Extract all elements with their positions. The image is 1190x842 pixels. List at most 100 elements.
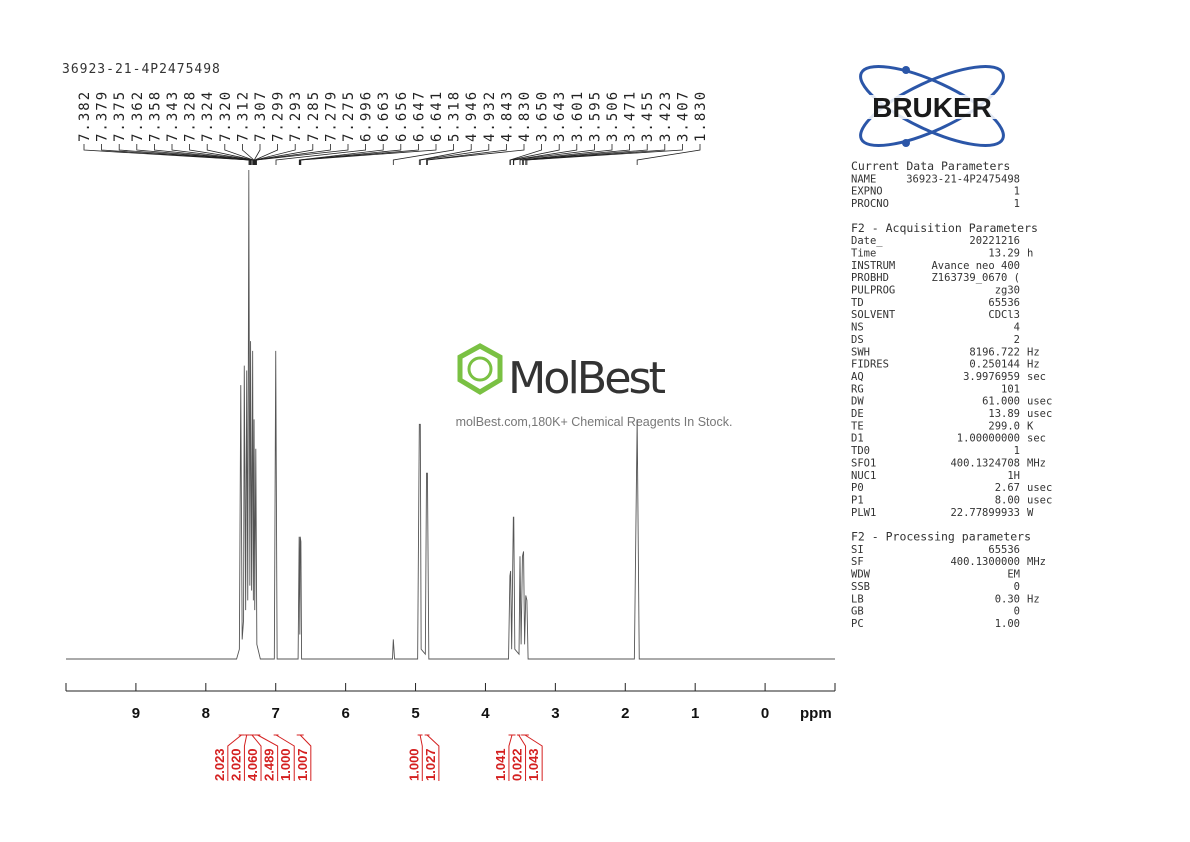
peak-label: 7.382 xyxy=(77,90,93,142)
integral-bracket xyxy=(254,734,279,781)
x-tick-label: 4 xyxy=(481,705,490,722)
integral-label: 1.007 xyxy=(295,748,310,781)
logo-dot xyxy=(902,66,910,74)
peak-label: 6.656 xyxy=(394,90,410,142)
x-tick-label: 8 xyxy=(202,705,210,722)
parameter-value: 400.1324708 xyxy=(950,457,1020,469)
parameter-section-title: F2 - Processing parameters xyxy=(851,530,1031,544)
parameter-value: 101 xyxy=(1001,383,1020,395)
parameter-key: PROBHD xyxy=(851,272,889,284)
parameter-key: EXPNO xyxy=(851,186,883,198)
peak-leader xyxy=(509,144,542,165)
peak-leader xyxy=(525,144,666,165)
peak-leader xyxy=(510,144,560,165)
parameter-unit: MHz xyxy=(1027,556,1046,568)
watermark-brand: MolBest xyxy=(508,353,666,404)
peak-leader xyxy=(512,144,578,165)
parameter-unit: sec xyxy=(1027,371,1046,383)
peak-label: 3.455 xyxy=(640,90,656,142)
parameter-unit: sec xyxy=(1027,433,1046,445)
parameter-value: Avance neo 400 xyxy=(931,260,1020,272)
parameter-key: PC xyxy=(851,618,864,630)
parameter-unit: W xyxy=(1027,507,1034,519)
integrals: 2.023 2.020 4.060 2.489 1.000 1.007 1.000 1.027… xyxy=(212,734,543,781)
parameter-unit: usec xyxy=(1027,482,1052,494)
peak-label: 4.946 xyxy=(464,90,480,142)
peak-leader xyxy=(224,144,254,165)
peak-label: 7.299 xyxy=(271,90,287,142)
parameter-key: FIDRES xyxy=(851,359,889,371)
parameter-unit: K xyxy=(1027,420,1034,432)
integral-label: 2.489 xyxy=(262,748,277,781)
parameter-value: 400.1300000 xyxy=(950,556,1020,568)
parameter-key: TD xyxy=(851,297,864,309)
integral-bracket xyxy=(508,734,516,781)
peak-label: 7.379 xyxy=(95,90,111,142)
peak-label: 3.407 xyxy=(675,90,691,142)
x-tick-label: 2 xyxy=(621,705,629,722)
peak-leader xyxy=(300,144,437,165)
peak-label: 7.343 xyxy=(165,90,181,142)
parameter-key: WDW xyxy=(851,569,871,581)
peak-leader xyxy=(392,144,454,165)
parameter-key: INSTRUM xyxy=(851,260,895,272)
parameter-unit: MHz xyxy=(1027,457,1046,469)
parameter-value: 1.00000000 xyxy=(957,433,1020,445)
parameter-key: NS xyxy=(851,322,864,334)
parameter-value: 61.000 xyxy=(982,396,1020,408)
watermark: MolBest molBest.com,180K+ Chemical Reage… xyxy=(456,343,732,429)
x-tick-label: 6 xyxy=(341,705,349,722)
parameter-value: 2 xyxy=(1014,334,1020,346)
parameter-value: 4 xyxy=(1014,322,1020,334)
peak-label: 1.830 xyxy=(693,90,709,142)
integral-label: 1.000 xyxy=(278,748,293,781)
parameter-value: zg30 xyxy=(995,285,1020,297)
parameter-key: AQ xyxy=(851,371,864,383)
peak-label: 6.663 xyxy=(376,90,392,142)
peak-label: 7.328 xyxy=(183,90,199,142)
peak-label: 6.641 xyxy=(429,90,445,142)
parameter-value: 1 xyxy=(1014,198,1020,210)
parameter-key: SF xyxy=(851,556,864,568)
spectrum xyxy=(66,169,835,660)
parameter-key: P1 xyxy=(851,494,864,506)
integral-bracket xyxy=(227,734,245,781)
peak-label: 4.830 xyxy=(517,90,533,142)
x-tick-label: 1 xyxy=(691,705,699,722)
peak-label: 4.843 xyxy=(499,90,515,142)
parameter-value: 1.00 xyxy=(995,618,1020,630)
peak-label: 7.362 xyxy=(130,90,146,142)
integral-bracket xyxy=(417,734,423,781)
parameter-key: P0 xyxy=(851,482,864,494)
peak-leader xyxy=(256,144,349,165)
parameter-value: 8196.722 xyxy=(969,346,1020,358)
parameter-section-title: F2 - Acquisition Parameters xyxy=(851,221,1038,235)
parameter-section-title: Current Data Parameters xyxy=(851,159,1010,173)
parameter-unit: Hz xyxy=(1027,346,1040,358)
peak-leader xyxy=(300,144,419,165)
peak-leader xyxy=(522,144,630,165)
parameter-unit: usec xyxy=(1027,494,1052,506)
parameter-value: CDCl3 xyxy=(988,309,1020,321)
x-tick-label: 7 xyxy=(272,705,280,722)
parameter-unit: h xyxy=(1027,247,1033,259)
parameter-unit: Hz xyxy=(1027,359,1040,371)
parameter-value: 22.77899933 xyxy=(950,507,1020,519)
x-tick-label: 3 xyxy=(551,705,559,722)
parameter-value: Z163739_0670 ( xyxy=(931,272,1020,284)
peak-leader xyxy=(242,144,255,165)
parameter-value: 0 xyxy=(1014,606,1020,618)
watermark-icon xyxy=(467,356,493,382)
parameter-key: PLW1 xyxy=(851,507,876,519)
peak-label: 7.307 xyxy=(253,90,269,142)
parameter-unit: usec xyxy=(1027,408,1052,420)
peak-leader xyxy=(418,144,472,165)
x-tick-label: 5 xyxy=(411,705,419,722)
chart-title: 36923-21-4P2475498 xyxy=(62,62,221,77)
peak-label: 7.279 xyxy=(323,90,339,142)
peak-leader xyxy=(298,144,384,165)
bruker-logo: BRUKER xyxy=(852,65,1014,147)
parameter-value: 65536 xyxy=(988,544,1020,556)
integral-bracket xyxy=(521,734,543,781)
